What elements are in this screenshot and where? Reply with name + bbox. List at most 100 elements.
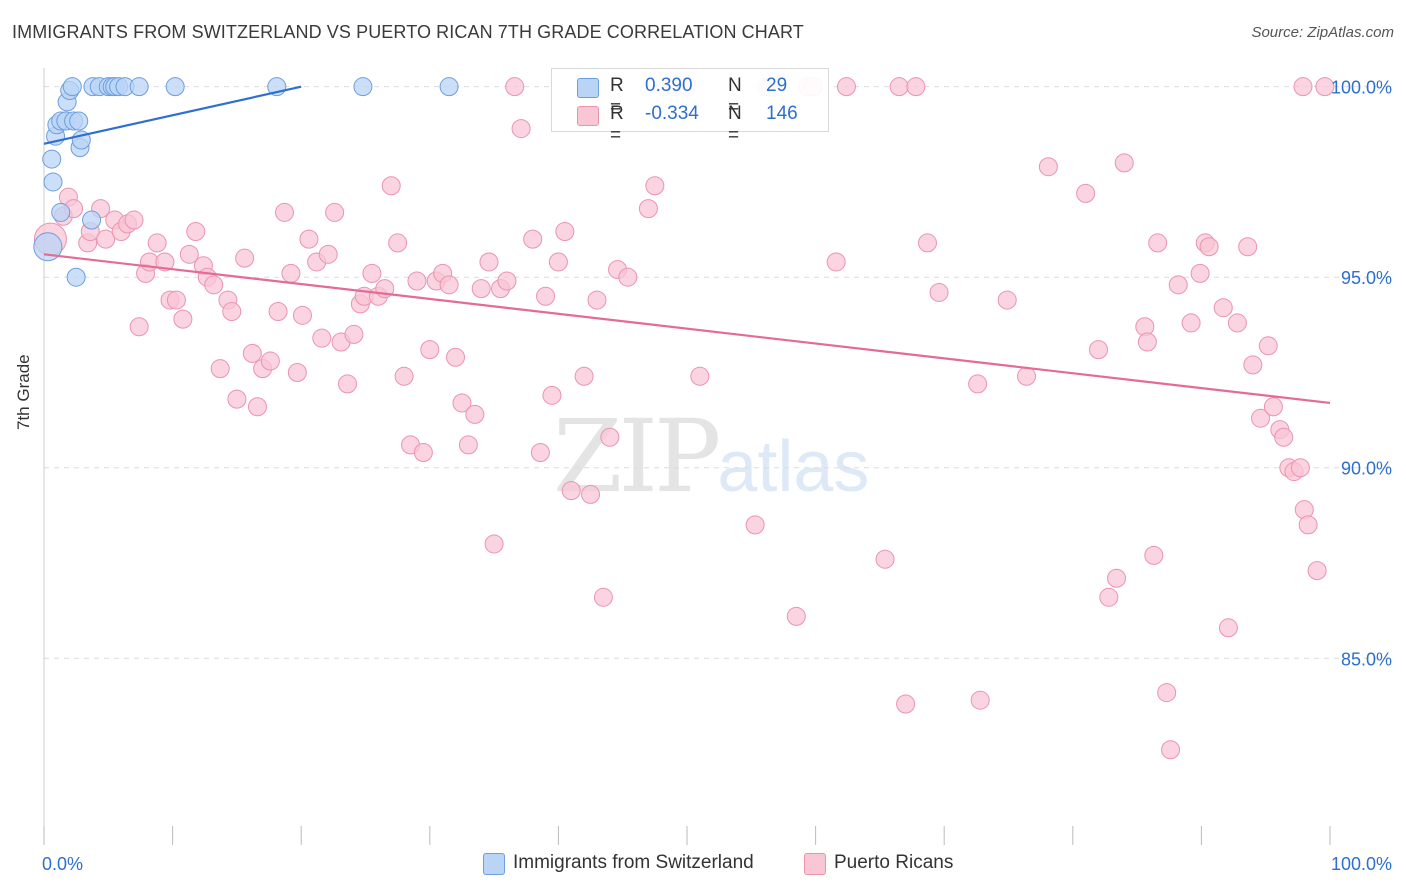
puerto-rican-point xyxy=(1307,561,1327,581)
puerto-rican-point xyxy=(1107,568,1127,588)
chart-title: IMMIGRANTS FROM SWITZERLAND VS PUERTO RI… xyxy=(12,22,804,42)
puerto-rican-point xyxy=(1076,183,1096,203)
puerto-rican-point xyxy=(325,202,345,222)
puerto-rican-point xyxy=(906,77,926,97)
puerto-rican-point xyxy=(1298,515,1318,535)
puerto-rican-point xyxy=(235,248,255,268)
puerto-rican-point xyxy=(247,397,267,417)
puerto-rican-point xyxy=(1274,427,1294,447)
puerto-rican-point xyxy=(394,366,414,386)
puerto-rican-point xyxy=(381,176,401,196)
switzerland-point xyxy=(33,232,63,262)
puerto-rican-point xyxy=(1038,157,1058,177)
puerto-rican-point xyxy=(299,229,319,249)
gridlines xyxy=(44,86,1392,659)
puerto-rican-point xyxy=(439,275,459,295)
puerto-rican-point xyxy=(1218,618,1238,638)
puerto-rican-point xyxy=(292,305,312,325)
puerto-rican-point xyxy=(917,233,937,253)
puerto-rican-point xyxy=(638,199,658,219)
puerto-rican-point xyxy=(1181,313,1201,333)
puerto-rican-point xyxy=(505,77,525,97)
puerto-rican-point xyxy=(1089,340,1109,360)
puerto-rican-point xyxy=(929,282,949,302)
switzerland-trend-line xyxy=(43,85,302,145)
switzerland-point xyxy=(69,111,89,131)
n-label: N = xyxy=(728,75,742,118)
switzerland-point xyxy=(353,77,373,97)
puerto-rican-point xyxy=(997,290,1017,310)
puerto-rican-point xyxy=(536,286,556,306)
switzerland-point xyxy=(129,77,149,97)
legend-label: Immigrants from Switzerland xyxy=(513,852,754,873)
puerto-rican-point xyxy=(179,244,199,264)
puerto-rican-point xyxy=(204,275,224,295)
switzerland-point xyxy=(165,77,185,97)
puerto-rican-point xyxy=(129,317,149,337)
puerto-rican-point xyxy=(155,252,175,272)
blue-swatch xyxy=(577,78,599,98)
n-value: 146 xyxy=(766,103,798,124)
puerto-rican-point xyxy=(1243,355,1263,375)
puerto-rican-point xyxy=(124,210,144,230)
y-axis-label: 7th Grade xyxy=(14,354,33,430)
y-tick-label: 95.0% xyxy=(1341,268,1392,288)
puerto-rican-point xyxy=(458,435,478,455)
puerto-rican-point xyxy=(618,267,638,287)
pink-swatch xyxy=(577,106,599,126)
puerto-rican-point xyxy=(593,587,613,607)
puerto-rican-point xyxy=(281,263,301,283)
puerto-rican-point xyxy=(1137,332,1157,352)
puerto-rican-point xyxy=(222,302,242,322)
puerto-rican-point xyxy=(1168,275,1188,295)
puerto-rican-point xyxy=(186,221,206,241)
puerto-rican-point xyxy=(147,233,167,253)
puerto-rican-point xyxy=(1290,458,1310,478)
puerto-rican-point xyxy=(484,534,504,554)
puerto-rican-point xyxy=(1017,366,1037,386)
trend-lines xyxy=(43,85,1331,405)
tick-labels: 100.0% 95.0% 90.0% 85.0% 0.0% 100.0% xyxy=(42,78,1392,874)
puerto-rican-point xyxy=(511,119,531,139)
puerto-rican-point xyxy=(587,290,607,310)
puerto-rican-point xyxy=(1213,298,1233,318)
switzerland-point xyxy=(82,210,102,230)
puerto-rican-point xyxy=(362,263,382,283)
blue-swatch xyxy=(483,853,505,875)
puerto-rican-point xyxy=(530,443,550,462)
puerto-rican-point xyxy=(318,244,338,264)
puerto-rican-point xyxy=(548,252,568,272)
puerto-rican-point xyxy=(227,389,247,409)
puerto-rican-point xyxy=(497,271,517,291)
puerto-rican-point xyxy=(826,252,846,272)
puerto-rican-point xyxy=(968,374,988,394)
puerto-rican-point xyxy=(875,549,895,569)
puerto-rican-point xyxy=(312,328,332,348)
source-label: Source: ZipAtlas.com xyxy=(1251,24,1394,41)
r-value: 0.390 xyxy=(645,75,693,96)
puerto-rican-point xyxy=(479,252,499,272)
puerto-rican-point xyxy=(274,202,294,222)
puerto-rican-point xyxy=(786,606,806,626)
x-tick-label: 100.0% xyxy=(1331,854,1392,874)
puerto-rican-point xyxy=(420,340,440,360)
puerto-rican-point xyxy=(745,515,765,535)
puerto-rican-point xyxy=(452,393,472,413)
puerto-rican-point xyxy=(1144,545,1164,565)
puerto-rican-point xyxy=(1161,740,1181,760)
puerto-rican-point xyxy=(561,481,581,501)
puerto-rican-point xyxy=(690,366,710,386)
r-label: R = xyxy=(610,103,624,146)
r-value: -0.334 xyxy=(645,103,699,124)
axes xyxy=(43,68,1331,845)
puerto-rican-point xyxy=(413,443,433,462)
puerto-rican-point xyxy=(581,484,601,504)
switzerland-point xyxy=(51,202,71,222)
puerto-rican-point xyxy=(836,77,856,97)
puerto-rican-point xyxy=(1315,77,1335,97)
puerto-rican-point xyxy=(1251,408,1271,428)
puerto-rican-point xyxy=(523,229,543,249)
r-label: R = xyxy=(610,75,624,118)
switzerland-point xyxy=(439,77,459,97)
puerto-rican-point xyxy=(1263,397,1283,417)
